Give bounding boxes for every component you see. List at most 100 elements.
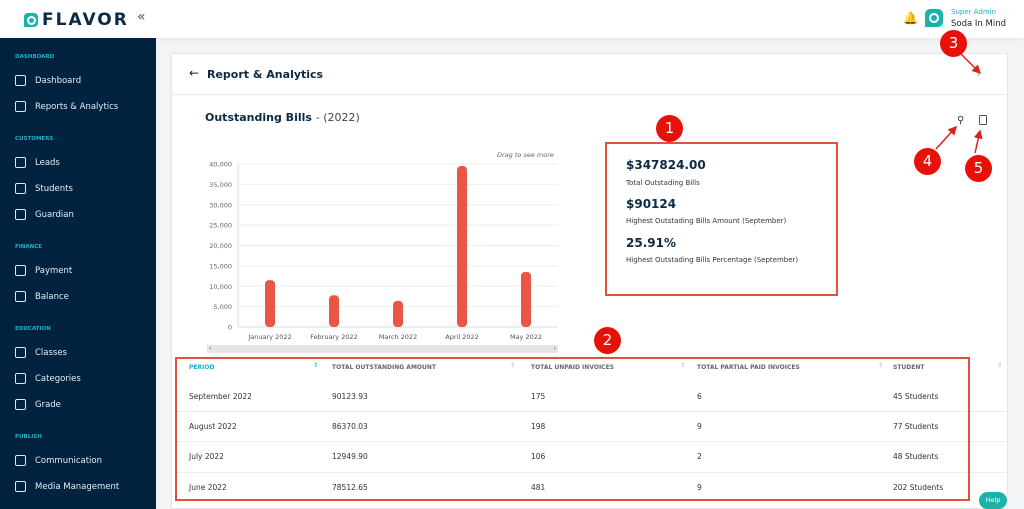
sidebar-item-label: Grade xyxy=(35,399,61,410)
table-cell: August 2022 xyxy=(189,422,237,431)
table-cell: 202 Students xyxy=(893,483,944,492)
table-cell: 481 xyxy=(531,483,546,492)
sidebar-item-guardian[interactable]: Guardian xyxy=(15,209,74,220)
card-header: ← Report & Analytics ⫶ xyxy=(172,54,1007,95)
sidebar-item-grade[interactable]: Grade xyxy=(15,399,61,410)
logo[interactable]: FLAVOR xyxy=(24,10,129,30)
y-tick-label: 35,000 xyxy=(209,181,232,189)
sidebar-item-label: Categories xyxy=(35,373,81,384)
highest-amount-value: $90124 xyxy=(626,197,677,211)
y-tick-label: 15,000 xyxy=(209,262,232,270)
sidebar-item-balance[interactable]: Balance xyxy=(15,291,69,302)
sidebar-item-label: Reports & Analytics xyxy=(35,101,119,112)
stack-icon xyxy=(15,373,26,384)
sidebar-item-reports-analytics[interactable]: Reports & Analytics xyxy=(15,101,118,112)
column-header[interactable]: TOTAL UNPAID INVOICES xyxy=(531,364,615,371)
y-tick-label: 10,000 xyxy=(209,283,232,291)
row-divider xyxy=(177,441,1007,442)
sort-icon[interactable]: ⇕ xyxy=(997,362,1003,369)
highest-amount-label: Highest Outstading Bills Amount (Septemb… xyxy=(626,217,787,225)
sidebar-item-dashboard[interactable]: Dashboard xyxy=(15,75,81,86)
brand-name: FLAVOR xyxy=(42,10,129,30)
bar-march-2022[interactable] xyxy=(393,300,403,327)
report-card: ← Report & Analytics ⫶ xyxy=(171,53,1008,509)
sidebar-section-title: FINANCE xyxy=(15,244,43,250)
sidebar-item-label: Payment xyxy=(35,265,73,276)
chart-title: Outstanding Bills - (2022) xyxy=(205,111,360,124)
bar-april-2022[interactable] xyxy=(457,166,467,327)
y-tick-label: 40,000 xyxy=(209,161,232,169)
back-arrow-icon[interactable]: ← xyxy=(189,66,200,80)
chart-scrollbar[interactable]: ‹ › xyxy=(207,345,558,353)
bar-may-2022[interactable] xyxy=(521,271,531,327)
annotation-badge-3: 3 xyxy=(940,30,967,57)
balance-icon xyxy=(15,291,26,302)
sidebar-item-label: Leads xyxy=(35,157,60,168)
drag-hint: Drag to see more xyxy=(497,151,554,159)
sort-icon[interactable]: ⇕ xyxy=(510,362,516,369)
chat-icon xyxy=(15,455,26,466)
sidebar-section-title: EDUCATION xyxy=(15,326,51,332)
sidebar-section-title: DASHBOARD xyxy=(15,54,55,60)
sort-icon[interactable]: ⇕ xyxy=(680,362,686,369)
bar-january-2022[interactable] xyxy=(265,280,275,327)
x-tick-label: April 2022 xyxy=(445,333,478,341)
table-cell: 45 Students xyxy=(893,392,939,401)
export-document-icon[interactable] xyxy=(979,115,987,125)
table-highlight-box xyxy=(175,357,970,501)
sidebar-item-label: Communication xyxy=(35,455,102,466)
sidebar-item-label: Media Management xyxy=(35,481,120,492)
sort-icon[interactable]: ⇕ xyxy=(878,362,884,369)
user-name[interactable]: Soda In Mind xyxy=(951,19,1006,29)
bell-icon[interactable]: 🔔 xyxy=(903,11,918,25)
sort-icon[interactable]: ⇕ xyxy=(313,362,319,369)
column-header[interactable]: TOTAL OUTSTANDING AMOUNT xyxy=(332,364,437,371)
sidebar-item-classes[interactable]: Classes xyxy=(15,347,67,358)
sidebar-section-title: PUBLISH xyxy=(15,434,42,440)
table-cell: 198 xyxy=(531,422,546,431)
table-cell: 86370.03 xyxy=(332,422,368,431)
table-cell: 77 Students xyxy=(893,422,939,431)
sidebar-section-title: CUSTOMERS xyxy=(15,136,54,142)
credit-card-icon xyxy=(15,265,26,276)
avatar[interactable] xyxy=(925,9,943,27)
guardian-icon xyxy=(15,209,26,220)
sidebar-item-media-management[interactable]: Media Management xyxy=(15,481,119,492)
y-tick-label: 5,000 xyxy=(213,303,232,311)
sidebar-item-label: Dashboard xyxy=(35,75,82,86)
sidebar-item-categories[interactable]: Categories xyxy=(15,373,81,384)
sidebar-item-leads[interactable]: Leads xyxy=(15,157,60,168)
sidebar-item-payment[interactable]: Payment xyxy=(15,265,72,276)
annotation-badge-5: 5 xyxy=(965,155,992,182)
column-header[interactable]: PERIOD xyxy=(189,364,215,371)
table-cell: 9 xyxy=(697,483,702,492)
search-icon[interactable]: ⚲ xyxy=(957,115,965,126)
y-tick-label: 25,000 xyxy=(209,222,232,230)
column-header[interactable]: TOTAL PARTIAL PAID INVOICES xyxy=(697,364,800,371)
bar-february-2022[interactable] xyxy=(329,295,339,327)
collapse-sidebar-icon[interactable]: « xyxy=(137,9,146,25)
table-cell: June 2022 xyxy=(189,483,227,492)
top-bar: FLAVOR « 🔔 Super Admin Soda In Mind xyxy=(0,0,1024,38)
sidebar-item-label: Balance xyxy=(35,291,69,302)
sidebar-item-label: Classes xyxy=(35,347,68,358)
table-cell: 90123.93 xyxy=(332,392,368,401)
sidebar-item-label: Students xyxy=(35,183,73,194)
summary-box: $347824.00 Total Outstading Bills $90124… xyxy=(605,142,838,296)
filter-sliders-icon[interactable]: ⫶ xyxy=(977,66,980,79)
table-cell: 175 xyxy=(531,392,546,401)
sidebar-item-communication[interactable]: Communication xyxy=(15,455,102,466)
x-tick-label: January 2022 xyxy=(247,333,291,341)
annotation-badge-4: 4 xyxy=(914,148,941,175)
table-cell: 106 xyxy=(531,452,546,461)
bar-chart[interactable]: 0 5,000 10,000 15,000 20,000 25,000 30,000 35,0… xyxy=(195,155,565,345)
table-cell: 6 xyxy=(697,392,702,401)
table-cell: 78512.65 xyxy=(332,483,368,492)
y-tick-label: 20,000 xyxy=(209,242,232,250)
help-button[interactable]: Help xyxy=(979,492,1007,509)
sidebar-item-students[interactable]: Students xyxy=(15,183,73,194)
x-tick-label: March 2022 xyxy=(379,333,417,341)
table-cell: July 2022 xyxy=(189,452,224,461)
student-card-icon xyxy=(15,183,26,194)
column-header[interactable]: STUDENT xyxy=(893,364,925,371)
